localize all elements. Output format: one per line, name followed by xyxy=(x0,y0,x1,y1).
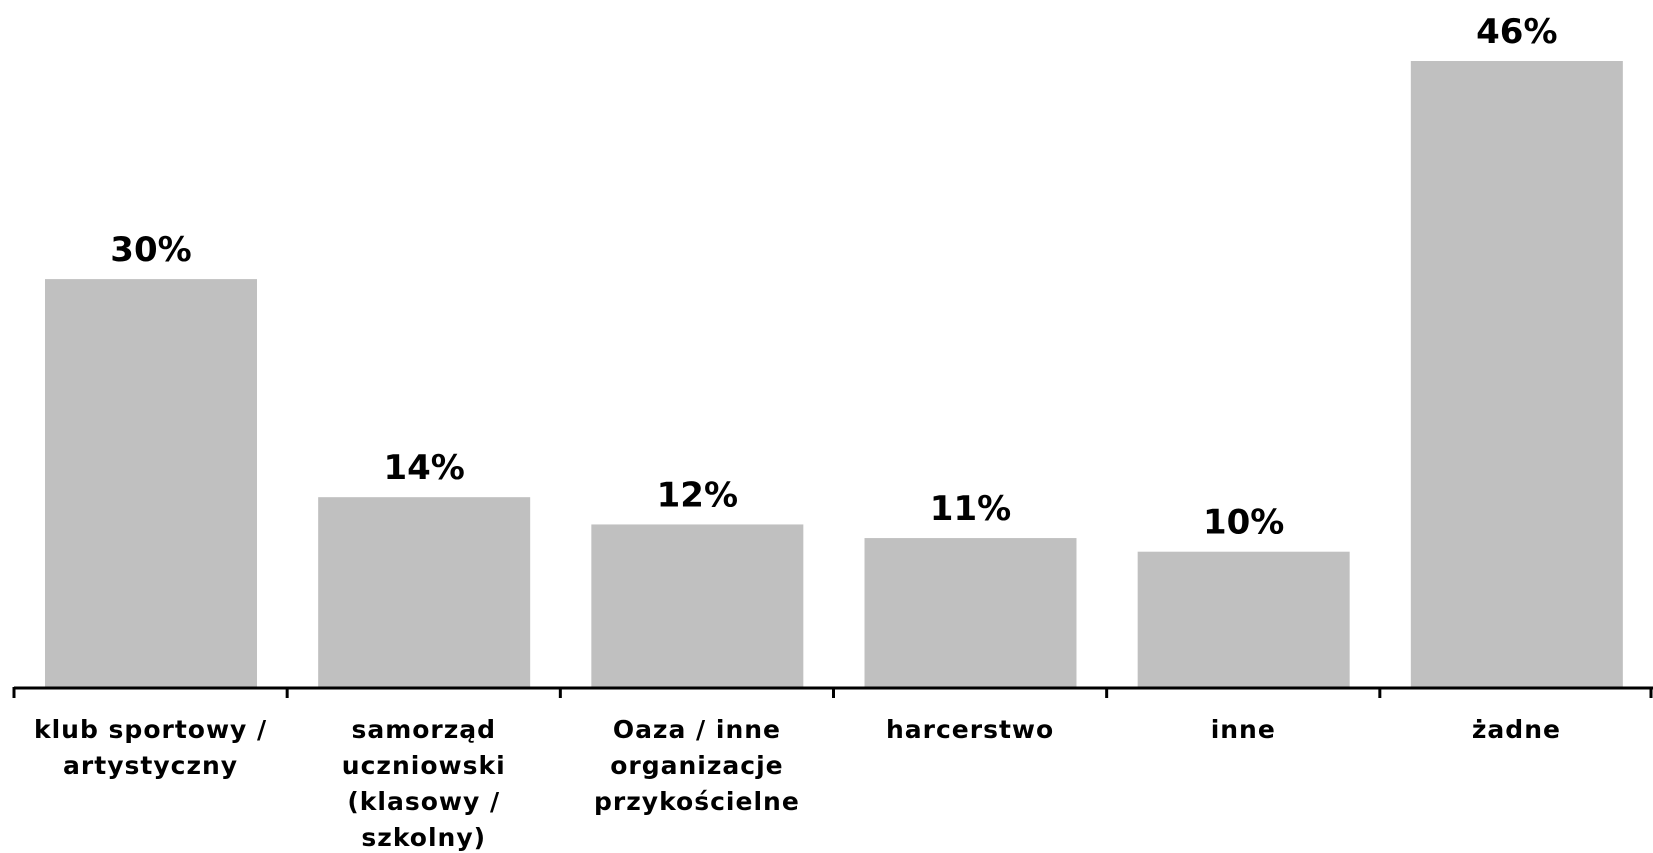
category-label-line: klub sportowy / xyxy=(34,715,267,744)
bar xyxy=(318,497,531,688)
category-label-line: przykościelne xyxy=(594,787,800,816)
bar-value-label: 14% xyxy=(383,448,464,488)
x-axis-ticks-group xyxy=(12,687,1653,698)
category-label-line: (klasowy / xyxy=(347,787,500,816)
category-label: inne xyxy=(1211,715,1276,744)
bar-value-label: 10% xyxy=(1203,503,1284,543)
category-label: żadne xyxy=(1472,715,1561,744)
bar-value-label: 12% xyxy=(657,475,738,515)
category-label-line: organizacje xyxy=(610,751,783,780)
category-label-line: samorząd xyxy=(351,715,496,744)
category-label-line: inne xyxy=(1211,715,1276,744)
bars-group xyxy=(45,61,1623,688)
category-label-line: artystyczny xyxy=(63,751,238,780)
value-labels-group: 30% 14% 12% 11% 10% 46% xyxy=(110,12,1557,543)
category-label-line: harcerstwo xyxy=(886,715,1054,744)
category-label: klub sportowy / artystyczny xyxy=(34,715,267,780)
bar xyxy=(591,524,804,688)
bar-value-label: 46% xyxy=(1476,12,1557,52)
bar-value-label: 11% xyxy=(930,489,1011,529)
category-label-line: żadne xyxy=(1472,715,1561,744)
category-label-line: Oaza / inne xyxy=(613,715,781,744)
bar xyxy=(45,279,257,688)
category-label-line: szkolny) xyxy=(361,823,486,852)
bar xyxy=(1137,551,1350,688)
bar xyxy=(1410,61,1623,688)
bar xyxy=(864,538,1077,688)
category-label: Oaza / inne organizacje przykościelne xyxy=(594,715,800,816)
category-label-line: uczniowski xyxy=(342,751,506,780)
category-label: harcerstwo xyxy=(886,715,1054,744)
bar-value-label: 30% xyxy=(110,230,191,270)
category-label: samorząd uczniowski (klasowy / szkolny) xyxy=(342,715,506,852)
category-labels-group: klub sportowy / artystyczny samorząd ucznio… xyxy=(34,715,1561,852)
